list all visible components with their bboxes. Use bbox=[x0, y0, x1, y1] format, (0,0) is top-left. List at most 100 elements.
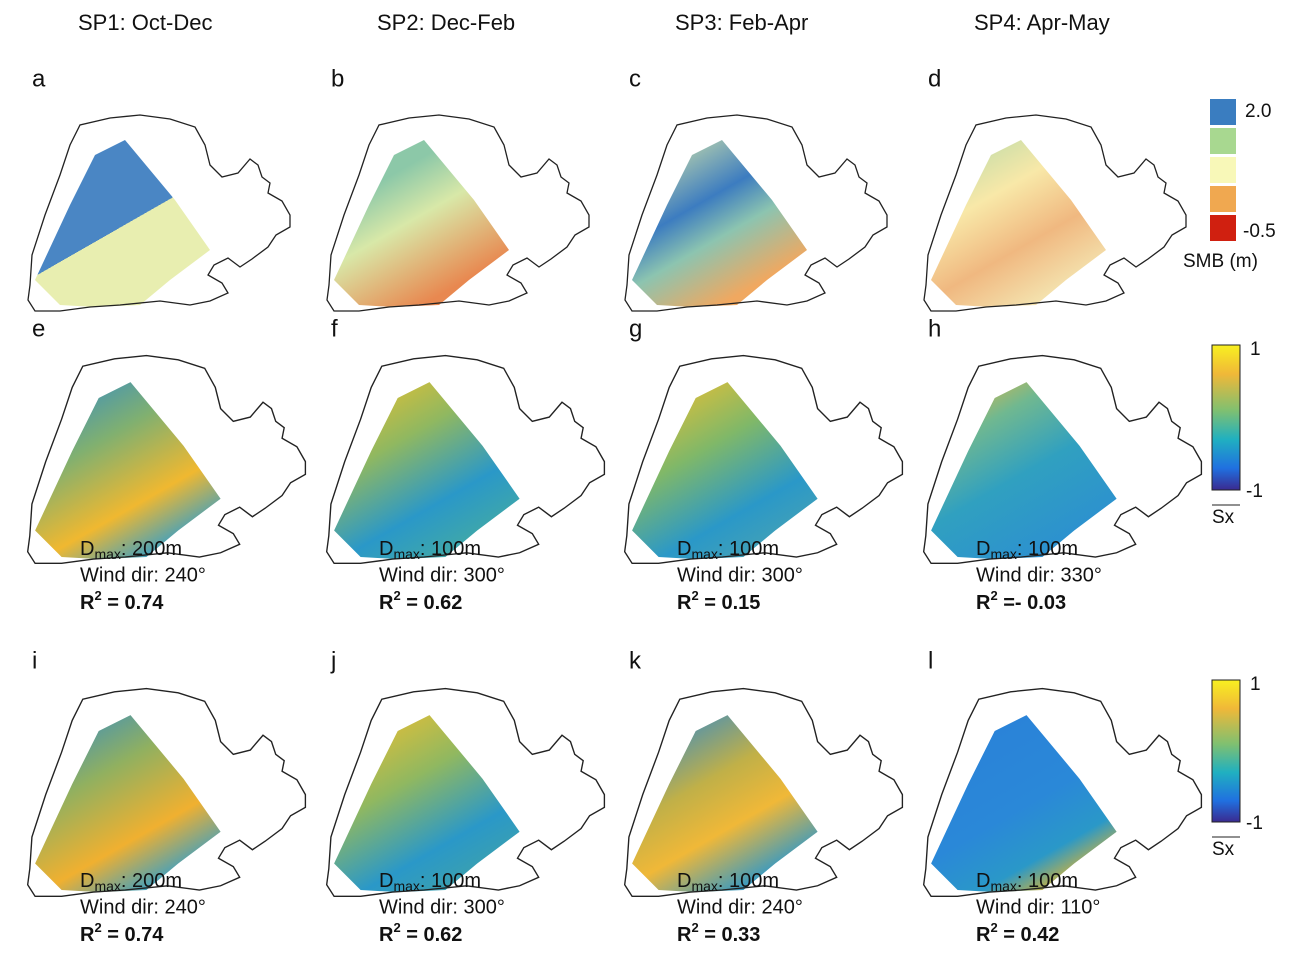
data-area bbox=[334, 715, 519, 892]
data-area bbox=[334, 140, 509, 307]
dmax-sub: max bbox=[393, 546, 419, 562]
legend-swatch bbox=[1210, 128, 1236, 154]
panel-letter: e bbox=[32, 315, 45, 342]
panel-letter: c bbox=[629, 65, 641, 92]
dmax-prefix: D bbox=[80, 538, 94, 560]
colorbar-max: 1 bbox=[1250, 339, 1261, 360]
colorbar-max: 1 bbox=[1250, 674, 1261, 695]
r2-sup: 2 bbox=[691, 920, 698, 935]
colorbar bbox=[1212, 680, 1240, 822]
r2-prefix: R bbox=[677, 924, 692, 946]
r2-sup: 2 bbox=[691, 588, 698, 603]
r2-rest: = 0.74 bbox=[102, 592, 165, 614]
legend-swatch bbox=[1210, 186, 1236, 212]
wind-caption: Wind dir: 330° bbox=[976, 564, 1102, 586]
panel-letter: a bbox=[32, 65, 46, 92]
data-area bbox=[632, 382, 818, 559]
r2-rest: = 0.74 bbox=[102, 924, 165, 946]
column-title: SP3: Feb-Apr bbox=[675, 10, 808, 35]
r2-caption: R2 = 0.74 bbox=[80, 588, 164, 614]
dmax-prefix: D bbox=[379, 870, 393, 892]
panel-letter: f bbox=[331, 315, 338, 342]
data-area bbox=[35, 715, 221, 892]
map-panel bbox=[625, 356, 903, 564]
r2-caption: R2 = 0.42 bbox=[976, 920, 1059, 946]
panel-letter: l bbox=[928, 647, 933, 674]
dmax-sub: max bbox=[94, 546, 120, 562]
data-area bbox=[35, 382, 221, 559]
r2-sup: 2 bbox=[393, 920, 400, 935]
dmax-rest: : 100m bbox=[420, 870, 481, 892]
dmax-sub: max bbox=[691, 546, 717, 562]
map-panel bbox=[625, 115, 887, 311]
r2-prefix: R bbox=[379, 924, 394, 946]
r2-sup: 2 bbox=[94, 588, 101, 603]
map-panel bbox=[924, 115, 1186, 311]
dmax-rest: : 200m bbox=[121, 538, 182, 560]
panel-letter: i bbox=[32, 647, 37, 674]
panel-letter: d bbox=[928, 65, 941, 92]
dmax-prefix: D bbox=[677, 538, 691, 560]
panel-letter: j bbox=[330, 647, 336, 674]
r2-caption: R2 = 0.62 bbox=[379, 588, 462, 614]
r2-prefix: R bbox=[379, 592, 394, 614]
wind-caption: Wind dir: 240° bbox=[80, 564, 206, 586]
r2-caption: R2 =- 0.03 bbox=[976, 588, 1066, 614]
map-panel bbox=[924, 689, 1202, 897]
dmax-sub: max bbox=[691, 878, 717, 894]
r2-rest: = 0.33 bbox=[699, 924, 761, 946]
dmax-rest: : 100m bbox=[420, 538, 481, 560]
map-panel bbox=[327, 115, 589, 311]
dmax-prefix: D bbox=[677, 870, 691, 892]
dmax-sub: max bbox=[94, 878, 120, 894]
dmax-rest: : 100m bbox=[1017, 870, 1078, 892]
r2-caption: R2 = 0.33 bbox=[677, 920, 760, 946]
map-panel bbox=[28, 689, 306, 897]
data-area bbox=[334, 382, 519, 559]
legend-title: SMB (m) bbox=[1183, 251, 1258, 272]
r2-rest: = 0.15 bbox=[699, 592, 761, 614]
map-panel bbox=[28, 115, 290, 311]
dmax-rest: : 100m bbox=[1017, 538, 1078, 560]
column-title: SP2: Dec-Feb bbox=[377, 10, 515, 35]
panel-letter: b bbox=[331, 65, 344, 92]
wind-caption: Wind dir: 110° bbox=[976, 896, 1100, 918]
panel-letter: g bbox=[629, 315, 642, 342]
r2-sup: 2 bbox=[990, 920, 997, 935]
r2-sup: 2 bbox=[990, 588, 997, 603]
wind-caption: Wind dir: 240° bbox=[677, 896, 803, 918]
dmax-prefix: D bbox=[379, 538, 393, 560]
panel-letter: h bbox=[928, 315, 941, 342]
r2-caption: R2 = 0.74 bbox=[80, 920, 164, 946]
r2-prefix: R bbox=[80, 592, 95, 614]
map-panel bbox=[625, 689, 903, 897]
legend-swatch bbox=[1210, 215, 1236, 241]
map-panel bbox=[327, 689, 605, 897]
colorbar-title: Sx bbox=[1212, 839, 1235, 860]
wind-caption: Wind dir: 300° bbox=[379, 896, 505, 918]
data-area bbox=[632, 715, 818, 892]
r2-sup: 2 bbox=[94, 920, 101, 935]
legend-min: -0.5 bbox=[1243, 221, 1276, 242]
map-panel bbox=[924, 356, 1202, 564]
map-panel bbox=[28, 356, 306, 564]
dmax-rest: : 100m bbox=[718, 870, 779, 892]
dmax-rest: : 100m bbox=[718, 538, 779, 560]
r2-prefix: R bbox=[976, 924, 991, 946]
colorbar-title: Sx bbox=[1212, 507, 1235, 528]
r2-sup: 2 bbox=[393, 588, 400, 603]
data-area bbox=[931, 715, 1117, 892]
dmax-prefix: D bbox=[976, 538, 990, 560]
data-area bbox=[632, 140, 807, 307]
dmax-sub: max bbox=[393, 878, 419, 894]
r2-caption: R2 = 0.62 bbox=[379, 920, 462, 946]
colorbar-min: -1 bbox=[1246, 813, 1263, 834]
dmax-sub: max bbox=[990, 878, 1016, 894]
figure: SP1: Oct-DecSP2: Dec-FebSP3: Feb-AprSP4:… bbox=[0, 0, 1295, 950]
dmax-sub: max bbox=[990, 546, 1016, 562]
data-area bbox=[35, 140, 210, 307]
colorbar bbox=[1212, 345, 1240, 490]
map-panel bbox=[327, 356, 605, 564]
r2-caption: R2 = 0.15 bbox=[677, 588, 760, 614]
r2-rest: =- 0.03 bbox=[998, 592, 1066, 614]
